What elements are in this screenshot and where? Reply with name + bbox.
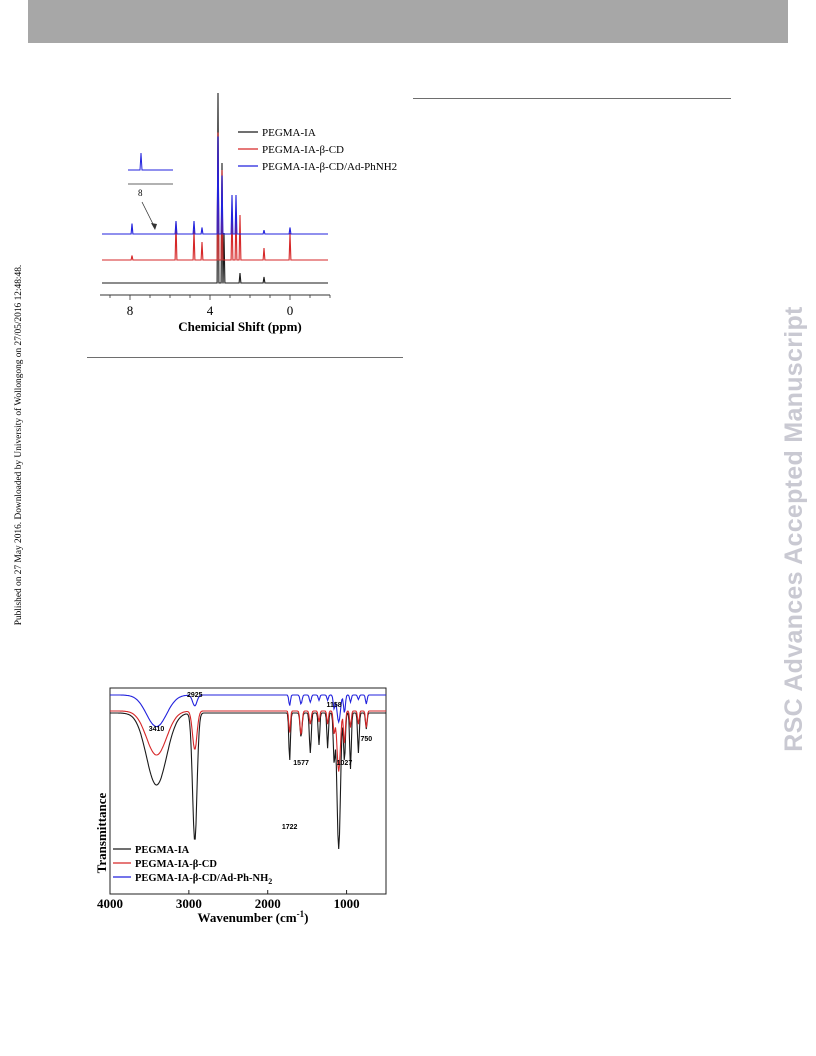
ftir-legend-label-1: PEGMA-IA-β-CD — [135, 859, 217, 870]
nmr-tick-label-1: 4 — [207, 303, 214, 318]
top-right-rule — [413, 98, 731, 99]
nmr-tick-label-0: 8 — [127, 303, 134, 318]
ftir-tick-label-3: 1000 — [334, 896, 360, 911]
nmr-legend-label-0: PEGMA-IA — [262, 127, 316, 139]
nmr-x-label: Chemicial Shift (ppm) — [178, 319, 302, 334]
nmr-trace-1 — [102, 132, 328, 261]
header-bar — [28, 0, 788, 43]
nmr-legend-label-2: PEGMA-IA-β-CD/Ad-PhNH2 — [262, 161, 397, 173]
ftir-x-ticks: 4000 3000 2000 1000 — [97, 890, 360, 911]
ftir-annotation-5: 750 — [360, 736, 372, 743]
ftir-tick-label-1: 3000 — [176, 896, 202, 911]
ftir-x-label: Wavenumber (cm-1) — [198, 909, 309, 925]
nmr-inset-trace — [128, 152, 173, 171]
nmr-tick-label-2: 0 — [287, 303, 294, 318]
ftir-annotation-1: 2925 — [187, 692, 203, 699]
ftir-annotation-6: 1722 — [282, 824, 298, 831]
ftir-tick-label-0: 4000 — [97, 896, 123, 911]
nmr-traces — [102, 92, 328, 284]
figure-rule — [87, 357, 403, 358]
nmr-inset-label: 8 — [138, 188, 143, 198]
nmr-inset-arrowhead — [151, 223, 157, 230]
nmr-inset: 8 — [128, 152, 173, 230]
ftir-spectrum-figure: 3410 2925 1158 1577 1027 750 1722 4000 3000 2000… — [94, 687, 387, 925]
ftir-traces — [110, 694, 386, 850]
ftir-legend-label-2: PEGMA-IA-β-CD/Ad-Ph-NH2 — [135, 873, 272, 886]
nmr-x-ticks: 8 4 0 — [109, 295, 331, 318]
ftir-plot-frame — [109, 687, 387, 895]
nmr-trace-0 — [102, 92, 328, 284]
manuscript-watermark: RSC Advances Accepted Manuscript — [780, 306, 808, 752]
ftir-y-label: Transmittance — [94, 792, 109, 873]
ftir-annotation-4: 1027 — [337, 760, 353, 767]
ftir-legend-label-0: PEGMA-IA — [135, 845, 190, 856]
ftir-trace-2 — [110, 694, 386, 728]
nmr-spectrum-figure: 8 4 0 Chemicial Shift (ppm) 8 PEGMA-IA PEG… — [100, 92, 397, 334]
ftir-annotation-2: 1158 — [327, 702, 342, 709]
nmr-legend: PEGMA-IA PEGMA-IA-β-CD PEGMA-IA-β-CD/Ad-… — [238, 127, 397, 173]
ftir-annotation-3: 1577 — [293, 760, 309, 767]
ftir-tick-label-2: 2000 — [255, 896, 281, 911]
ftir-trace-1 — [110, 710, 386, 772]
ftir-annotations: 3410 2925 1158 1577 1027 750 1722 — [149, 692, 372, 831]
nmr-legend-label-1: PEGMA-IA-β-CD — [262, 144, 344, 156]
nmr-trace-2 — [102, 136, 328, 235]
ftir-annotation-0: 3410 — [149, 726, 165, 733]
ftir-trace-0 — [110, 712, 386, 850]
ftir-legend: PEGMA-IA PEGMA-IA-β-CD PEGMA-IA-β-CD/Ad-… — [113, 845, 272, 886]
publication-meta: Published on 27 May 2016. Downloaded by … — [14, 264, 24, 626]
